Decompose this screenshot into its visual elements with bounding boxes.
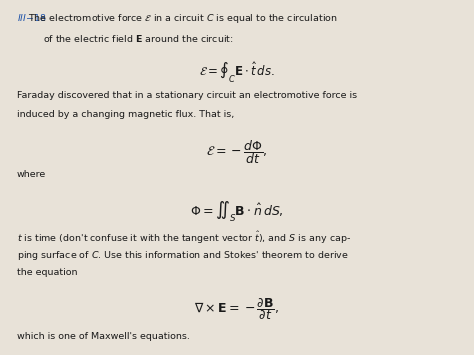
Text: which is one of Maxwell's equations.: which is one of Maxwell's equations. — [17, 332, 190, 341]
Text: induced by a changing magnetic flux. That is,: induced by a changing magnetic flux. Tha… — [17, 110, 234, 119]
Text: $\mathcal{E} = \oint_C \mathbf{E} \cdot \hat{t}\, ds.$: $\mathcal{E} = \oint_C \mathbf{E} \cdot … — [199, 60, 275, 85]
Text: where: where — [17, 170, 46, 179]
Text: The electromotive force $\mathcal{E}$ in a circuit $C$ is equal to the circulati: The electromotive force $\mathcal{E}$ in… — [28, 12, 338, 26]
Text: Faraday discovered that in a stationary circuit an electromotive force is: Faraday discovered that in a stationary … — [17, 91, 357, 99]
Text: ping surface of $C$. Use this information and Stokes' theorem to derive: ping surface of $C$. Use this informatio… — [17, 248, 348, 262]
Text: $\it{III}$$\bf{\mathit{-18}}$: $\it{III}$$\bf{\mathit{-18}}$ — [17, 12, 46, 23]
Text: of the electric field $\mathbf{E}$ around the circuit:: of the electric field $\mathbf{E}$ aroun… — [43, 33, 233, 44]
Text: $\Phi = \iint_S \mathbf{B} \cdot \hat{n}\, dS,$: $\Phi = \iint_S \mathbf{B} \cdot \hat{n}… — [190, 199, 284, 224]
Text: $\mathcal{E} = -\dfrac{d\Phi}{dt},$: $\mathcal{E} = -\dfrac{d\Phi}{dt},$ — [206, 138, 268, 166]
Text: $\nabla \times \mathbf{E} = -\dfrac{\partial \mathbf{B}}{\partial t},$: $\nabla \times \mathbf{E} = -\dfrac{\par… — [194, 296, 280, 322]
Text: $t$ is time (don't confuse it with the tangent vector $\hat{t}$), and $S$ is any: $t$ is time (don't confuse it with the t… — [17, 229, 351, 246]
Text: the equation: the equation — [17, 268, 77, 277]
